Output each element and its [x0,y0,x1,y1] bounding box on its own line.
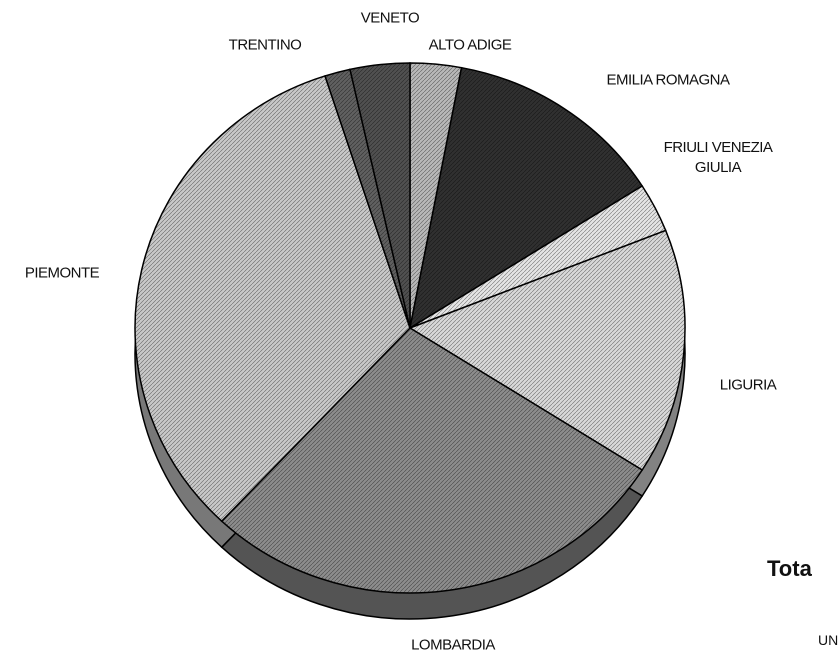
slice-texture [350,63,410,328]
slice-texture [134,75,410,522]
slice-texture [410,230,685,470]
slice-label: EMILIA ROMAGNA [606,71,730,89]
slice-label: TRENTINO [228,36,302,54]
slice-texture [410,67,643,328]
slice-label: FRIULI VENEZIA GIULIA [663,139,773,176]
slice-label: PIEMONTE [24,264,100,282]
slice-label: LOMBARDIA [411,636,495,654]
slice-label: VENETO [360,9,420,27]
slice-label: ALTO ADIGE [428,36,512,54]
slice-texture [221,328,643,594]
slice-texture [325,69,410,329]
slice-texture [410,186,666,328]
annotation: Tota [767,556,812,581]
annotation: UN [818,632,838,648]
slice-label: LIGURIA [719,376,777,394]
pie-tops [134,62,686,594]
